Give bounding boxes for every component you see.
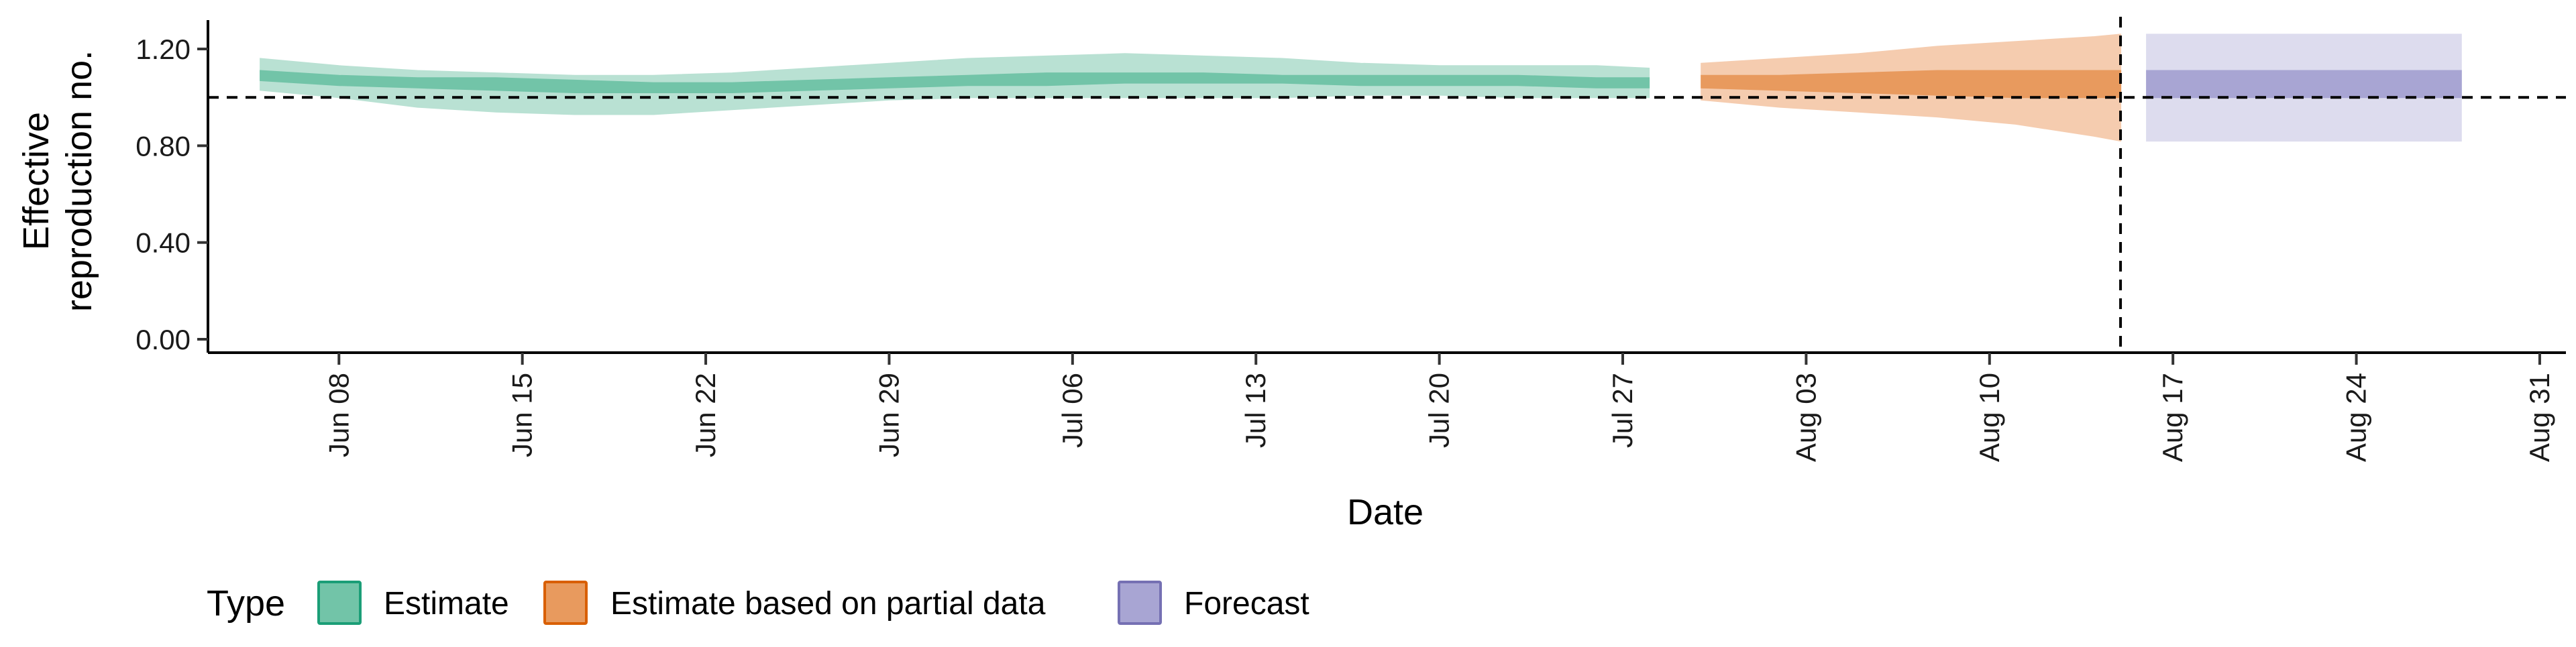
y-tick-label-1-20: 1.20 — [136, 34, 191, 65]
band-50-forecast — [2146, 70, 2462, 99]
x-tick-group-aug-31: Aug 31 — [2524, 373, 2555, 462]
x-tick-label-jun-15: Jun 15 — [506, 373, 538, 457]
legend-title: Type — [207, 583, 285, 624]
y-axis-title: Effective reproduction no. — [16, 50, 99, 312]
x-tick-label-jun-08: Jun 08 — [323, 373, 354, 457]
legend-label-estimate: Estimate — [384, 586, 509, 622]
x-tick-label-aug-17: Aug 17 — [2157, 373, 2188, 462]
bands-layer — [260, 34, 2462, 142]
x-tick-label-aug-10: Aug 10 — [1974, 373, 2005, 462]
y-tick-label-0-40: 0.40 — [136, 227, 191, 259]
x-tick-label-aug-24: Aug 24 — [2341, 373, 2372, 462]
x-tick-group-aug-17: Aug 17 — [2157, 373, 2188, 462]
x-tick-label-jul-20: Jul 20 — [1424, 373, 1455, 448]
x-tick-group-aug-10: Aug 10 — [1974, 373, 2005, 462]
x-tick-label-jul-27: Jul 27 — [1607, 373, 1638, 448]
x-tick-group-jul-06: Jul 06 — [1057, 373, 1088, 448]
y-axis-title-line-2: reproduction no. — [59, 50, 99, 312]
legend-key-estimate — [317, 581, 362, 625]
x-tick-label-jul-06: Jul 06 — [1057, 373, 1088, 448]
x-ticks: Jun 08 Jun 15 Jun 22 Jun 29 Jul 06 Jul 13 Jul … — [323, 353, 2555, 462]
x-tick-group-jun-08: Jun 08 — [323, 373, 354, 457]
x-tick-label-jun-29: Jun 29 — [873, 373, 904, 457]
x-tick-group-aug-24: Aug 24 — [2341, 373, 2372, 462]
legend-key-partial — [543, 581, 588, 625]
x-tick-group-jun-15: Jun 15 — [506, 373, 538, 457]
y-tick-label-0-80: 0.80 — [136, 130, 191, 162]
legend: Type Estimate Estimate based on partial … — [207, 581, 1309, 625]
x-tick-label-jun-22: Jun 22 — [690, 373, 721, 457]
y-ticks: 0.00 0.40 0.80 1.20 — [136, 34, 208, 355]
x-axis-title: Date — [1347, 492, 1424, 532]
x-tick-group-jul-13: Jul 13 — [1240, 373, 1271, 448]
x-tick-group-jun-29: Jun 29 — [873, 373, 904, 457]
x-tick-label-jul-13: Jul 13 — [1240, 373, 1271, 448]
x-tick-group-aug-03: Aug 03 — [1790, 373, 1821, 462]
x-tick-label-aug-31: Aug 31 — [2524, 373, 2555, 462]
x-tick-label-aug-03: Aug 03 — [1790, 373, 1821, 462]
y-axis-title-line-1: Effective — [16, 112, 56, 250]
band-50-estimate — [260, 70, 1650, 93]
legend-key-forecast — [1118, 581, 1162, 625]
y-tick-label-0-00: 0.00 — [136, 324, 191, 355]
legend-label-forecast: Forecast — [1184, 586, 1309, 622]
x-tick-group-jun-22: Jun 22 — [690, 373, 721, 457]
x-tick-group-jul-20: Jul 20 — [1424, 373, 1455, 448]
legend-label-partial: Estimate based on partial data — [610, 586, 1046, 622]
x-tick-group-jul-27: Jul 27 — [1607, 373, 1638, 448]
